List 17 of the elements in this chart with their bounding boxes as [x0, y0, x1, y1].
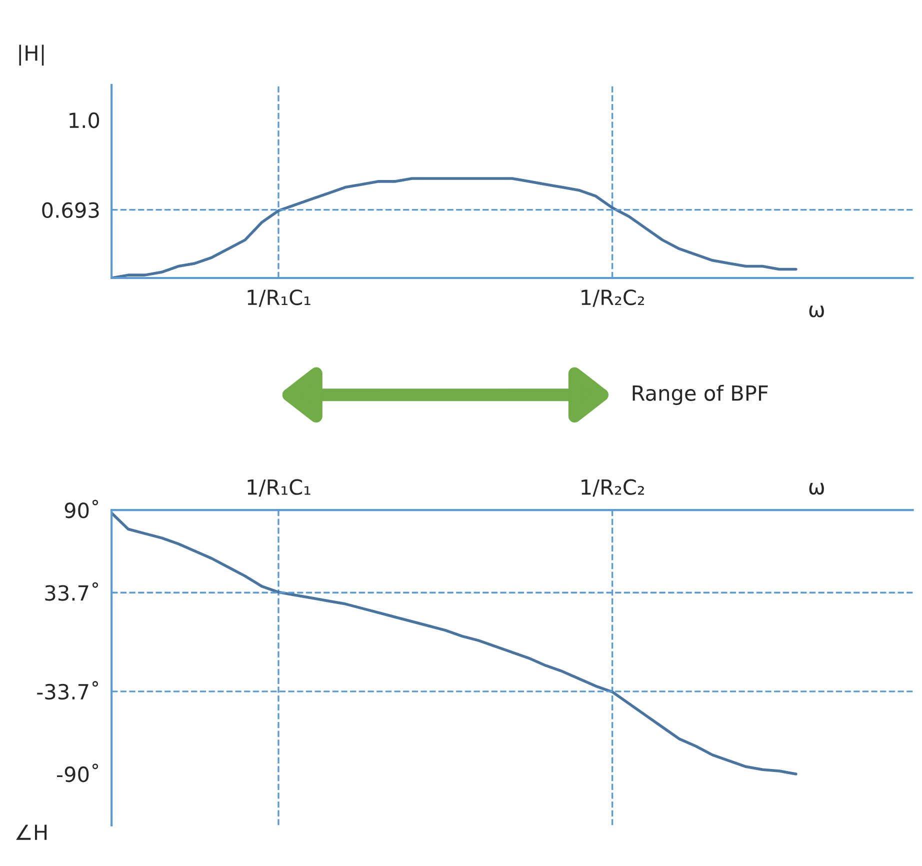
line-series — [112, 177, 798, 278]
y-tick-label: -90˚ — [57, 764, 98, 782]
y-axis-title: |H| — [19, 44, 44, 66]
y-tick-label: 90˚ — [64, 500, 98, 518]
x-tick-label: 1/R₁C₁ — [248, 289, 310, 307]
text: Range of BPF — [632, 384, 768, 405]
line-series — [112, 512, 798, 776]
x-tick-label: 1/R₂C₂ — [582, 479, 644, 497]
x-tick-label: 1/R₁C₁ — [248, 479, 310, 497]
y-axis-title: ∠H — [16, 824, 47, 840]
x-axis-title: ω — [809, 306, 824, 318]
x-tick-label: 1/R₂C₂ — [582, 289, 644, 307]
y-tick-label: 33.7˚ — [45, 582, 98, 601]
y-tick-label: -33.7˚ — [37, 681, 98, 700]
y-tick-label: 1.0 — [70, 112, 100, 128]
y-tick-label: 0.693 — [42, 202, 99, 218]
x-axis-title: ω — [809, 482, 824, 495]
